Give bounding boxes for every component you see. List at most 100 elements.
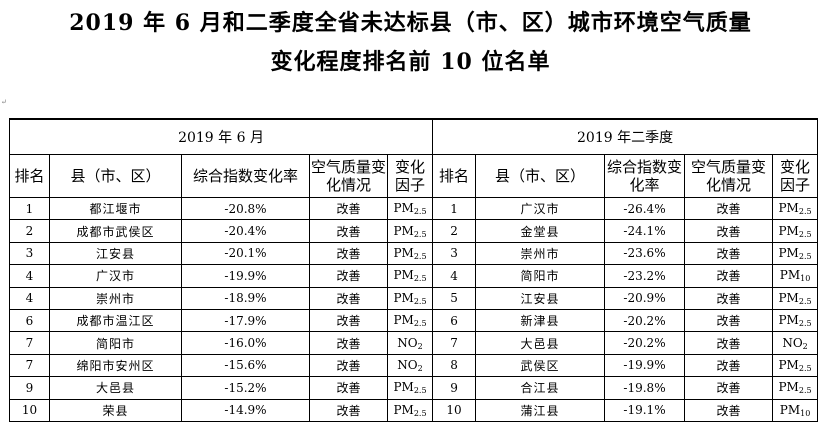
index-change-cell: -19.1% bbox=[604, 398, 686, 422]
county-cell: 简阳市 bbox=[49, 331, 182, 355]
factor-subscript: 2.5 bbox=[413, 251, 427, 261]
index-change-cell: -23.2% bbox=[604, 264, 686, 288]
rank-cell: 7 bbox=[432, 331, 477, 355]
col-county-header: 县（市、区） bbox=[49, 154, 182, 198]
rank-cell: 2 bbox=[9, 219, 50, 243]
table-row: 7 简阳市 -16.0% 改善 NO2 7 大邑县 -20.2% 改善 NO2 bbox=[9, 331, 819, 355]
quality-status-cell: 改善 bbox=[684, 398, 774, 422]
county-cell: 大邑县 bbox=[49, 376, 182, 400]
rank-cell: 4 bbox=[432, 264, 477, 288]
index-change-cell: -15.6% bbox=[181, 353, 310, 378]
county-cell: 新津县 bbox=[475, 308, 606, 333]
index-change-cell: -19.8% bbox=[604, 376, 686, 400]
factor-subscript: 2.5 bbox=[413, 274, 427, 284]
factor-symbol: PM bbox=[779, 402, 801, 417]
quality-status-cell: 改善 bbox=[309, 264, 388, 288]
county-cell: 江安县 bbox=[49, 241, 182, 266]
index-change-cell: -24.1% bbox=[604, 219, 686, 243]
table-row: 10 荣县 -14.9% 改善 PM2.5 10 蒲江县 -19.1% 改善 PM10 bbox=[9, 398, 819, 422]
factor-subscript: 2.5 bbox=[413, 229, 427, 239]
factor-cell: PM2.5 bbox=[386, 241, 434, 266]
factor-symbol: PM bbox=[778, 357, 799, 372]
county-cell: 蒲江县 bbox=[475, 398, 606, 422]
col-rank-header: 排名 bbox=[9, 154, 50, 198]
quality-status-cell: 改善 bbox=[309, 398, 388, 422]
factor-cell: PM10 bbox=[772, 398, 819, 422]
factor-cell: PM2.5 bbox=[772, 196, 819, 221]
rank-cell: 10 bbox=[9, 398, 50, 422]
quality-status-cell: 改善 bbox=[684, 353, 774, 378]
quality-status-cell: 改善 bbox=[684, 241, 774, 266]
factor-subscript: 2.5 bbox=[798, 363, 812, 373]
quality-status-cell: 改善 bbox=[309, 353, 388, 378]
factor-cell: NO2 bbox=[386, 353, 434, 378]
factor-cell: PM2.5 bbox=[386, 308, 434, 333]
table-row: 1 都江堰市 -20.8% 改善 PM2.5 1 广汉市 -26.4% 改善 PM2.5 bbox=[9, 196, 819, 221]
rank-cell: 7 bbox=[9, 331, 50, 355]
factor-symbol: PM bbox=[778, 290, 799, 305]
rank-cell: 7 bbox=[9, 353, 50, 378]
county-cell: 成都市武侯区 bbox=[49, 219, 182, 243]
index-change-cell: -14.9% bbox=[181, 398, 310, 422]
factor-subscript: 2.5 bbox=[798, 229, 812, 239]
factor-symbol: PM bbox=[393, 290, 414, 305]
county-cell: 崇州市 bbox=[49, 286, 182, 310]
county-cell: 合江县 bbox=[475, 376, 606, 400]
col-county-header: 县（市、区） bbox=[475, 154, 606, 198]
index-change-cell: -20.9% bbox=[604, 286, 686, 310]
quality-status-cell: 改善 bbox=[309, 331, 388, 355]
rank-cell: 10 bbox=[432, 398, 477, 422]
factor-subscript: 10 bbox=[800, 408, 811, 418]
index-change-cell: -15.2% bbox=[181, 376, 310, 400]
factor-cell: PM2.5 bbox=[772, 219, 819, 243]
factor-subscript: 2.5 bbox=[798, 386, 812, 396]
county-cell: 广汉市 bbox=[475, 196, 606, 221]
period-quarter-header: 2019 年二季度 bbox=[432, 118, 819, 155]
factor-subscript: 2.5 bbox=[413, 319, 427, 329]
rank-cell: 6 bbox=[432, 308, 477, 333]
table-row: 9 大邑县 -15.2% 改善 PM2.5 9 合江县 -19.8% 改善 PM2.5 bbox=[9, 376, 819, 400]
col-factor-header: 变化因子 bbox=[386, 154, 434, 198]
factor-subscript: 2.5 bbox=[413, 408, 427, 418]
rank-cell: 6 bbox=[9, 308, 50, 333]
quality-status-cell: 改善 bbox=[684, 286, 774, 310]
factor-symbol: NO bbox=[397, 335, 418, 350]
document-title-line-2: 变化程度排名前 10 位名单 bbox=[270, 49, 551, 75]
factor-cell: NO2 bbox=[772, 331, 819, 355]
index-change-cell: -19.9% bbox=[181, 264, 310, 288]
rank-cell: 1 bbox=[9, 196, 50, 221]
factor-subscript: 10 bbox=[800, 274, 811, 284]
county-cell: 金堂县 bbox=[475, 219, 606, 243]
index-change-cell: -20.2% bbox=[604, 308, 686, 333]
county-cell: 荣县 bbox=[49, 398, 182, 422]
rank-cell: 8 bbox=[432, 353, 477, 378]
county-cell: 成都市温江区 bbox=[49, 308, 182, 333]
quality-status-cell: 改善 bbox=[684, 376, 774, 400]
rank-cell: 9 bbox=[9, 376, 50, 400]
factor-symbol: PM bbox=[393, 402, 414, 417]
factor-cell: PM2.5 bbox=[386, 286, 434, 310]
index-change-cell: -20.1% bbox=[181, 241, 310, 266]
table-row: 7 绵阳市安州区 -15.6% 改善 NO2 8 武侯区 -19.9% 改善 PM2.5 bbox=[9, 353, 819, 378]
factor-subscript: 2.5 bbox=[413, 207, 427, 217]
table-row: 4 崇州市 -18.9% 改善 PM2.5 5 江安县 -20.9% 改善 PM2.5 bbox=[9, 286, 819, 310]
factor-symbol: PM bbox=[778, 380, 799, 395]
factor-symbol: PM bbox=[393, 313, 414, 328]
quality-status-cell: 改善 bbox=[309, 308, 388, 333]
table-row: 3 江安县 -20.1% 改善 PM2.5 3 崇州市 -23.6% 改善 PM2.5 bbox=[9, 241, 819, 266]
quality-status-cell: 改善 bbox=[309, 219, 388, 243]
quality-status-cell: 改善 bbox=[684, 196, 774, 221]
rank-cell: 9 bbox=[432, 376, 477, 400]
col-index-change-header: 综合指数变化率 bbox=[604, 154, 686, 198]
factor-cell: PM2.5 bbox=[386, 376, 434, 400]
factor-symbol: PM bbox=[778, 223, 799, 238]
factor-cell: PM2.5 bbox=[386, 398, 434, 422]
factor-symbol: NO bbox=[397, 357, 418, 372]
document-title-line-1: 2019 年 6 月和二季度全省未达标县（市、区）城市环境空气质量 bbox=[69, 10, 752, 36]
rank-cell: 3 bbox=[9, 241, 50, 266]
quality-status-cell: 改善 bbox=[684, 308, 774, 333]
factor-cell: PM2.5 bbox=[386, 264, 434, 288]
quality-status-cell: 改善 bbox=[309, 196, 388, 221]
county-cell: 绵阳市安州区 bbox=[49, 353, 182, 378]
rank-cell: 4 bbox=[9, 264, 50, 288]
